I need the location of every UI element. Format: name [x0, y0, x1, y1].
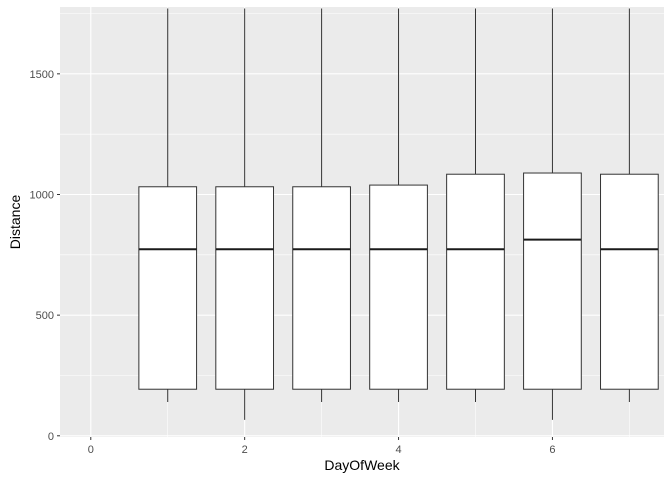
box-day-6	[523, 8, 582, 420]
box-iqr	[292, 186, 351, 390]
box-iqr	[600, 173, 659, 390]
y-tick-label: 1000	[30, 189, 54, 201]
box-day-3	[292, 8, 351, 403]
x-tick-label: 2	[242, 444, 248, 456]
box-day-7	[600, 8, 659, 403]
y-axis-title: Distance	[7, 195, 23, 250]
box-iqr	[369, 184, 428, 390]
y-tick-label: 1500	[30, 69, 54, 81]
x-tick-label: 0	[88, 444, 94, 456]
x-tick-label: 4	[395, 444, 401, 456]
box-iqr	[215, 186, 275, 390]
box-day-1	[138, 8, 198, 403]
box-day-5	[446, 8, 505, 403]
box-day-2	[215, 8, 275, 420]
x-axis: 0 2 4 6	[88, 437, 555, 456]
y-tick-label: 0	[48, 431, 54, 443]
boxes	[138, 8, 659, 420]
box-day-4	[369, 8, 428, 403]
box-iqr	[138, 186, 198, 390]
x-axis-title: DayOfWeek	[324, 457, 400, 473]
x-tick-label: 6	[549, 444, 555, 456]
y-axis: 0 500 1000 1500	[30, 69, 60, 443]
y-tick-label: 500	[36, 310, 54, 322]
box-iqr	[446, 173, 505, 390]
box-iqr	[523, 172, 582, 390]
